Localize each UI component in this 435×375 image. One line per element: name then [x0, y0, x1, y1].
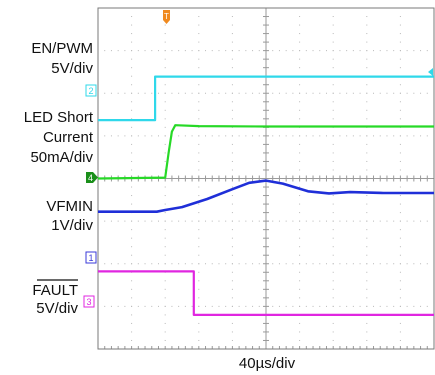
cyan-edge-marker [428, 68, 433, 76]
svg-text:1: 1 [88, 253, 93, 263]
label-led-line2: Current [43, 129, 94, 146]
marker-ch2: 2 [86, 85, 96, 96]
marker-ch1: 1 [86, 252, 96, 263]
trigger-marker: T [163, 10, 170, 24]
label-led-line1: LED Short [24, 109, 94, 126]
svg-text:T: T [164, 12, 169, 21]
label-enpwm-line1: EN/PWM [31, 40, 93, 57]
svg-text:4: 4 [88, 173, 93, 183]
label-vfmin-line1: VFMIN [46, 198, 93, 215]
marker-ch3: 3 [84, 296, 94, 307]
marker-ch4: 4 [86, 172, 98, 183]
x-axis-label: 40µs/div [239, 355, 296, 372]
label-fault-line2: 5V/div [36, 300, 78, 317]
svg-text:2: 2 [88, 86, 93, 96]
label-fault-line1: FAULT [32, 282, 78, 299]
label-vfmin-line2: 1V/div [51, 217, 93, 234]
svg-text:3: 3 [86, 297, 91, 307]
label-enpwm-line2: 5V/div [51, 60, 93, 77]
label-led-line3: 50mA/div [30, 149, 93, 166]
